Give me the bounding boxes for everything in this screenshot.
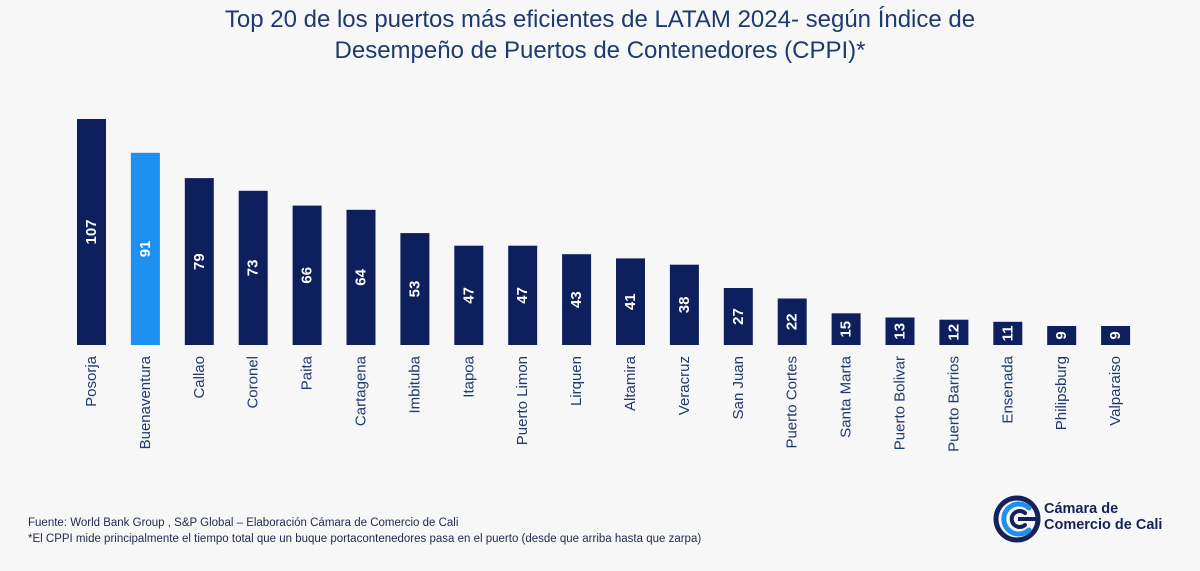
- chart-title: Top 20 de los puertos más eficientes de …: [0, 4, 1200, 66]
- value-label: 13: [892, 323, 909, 340]
- category-label: Callao: [191, 356, 208, 399]
- bar-santa-marta: [831, 313, 861, 345]
- value-label: 64: [353, 268, 370, 285]
- bar-callao: [184, 178, 214, 345]
- chart-title-line-2: Desempeño de Puertos de Contenedores (CP…: [334, 37, 866, 64]
- value-label: 66: [299, 267, 316, 284]
- chamber-logo: Cámara de Comercio de Cali: [990, 490, 1190, 550]
- value-label: 38: [676, 297, 693, 314]
- category-label: Paita: [299, 355, 316, 390]
- category-label: Philipsburg: [1053, 356, 1070, 430]
- category-label: Coronel: [245, 356, 262, 409]
- category-label: Valparaiso: [1107, 356, 1124, 426]
- bar-imbituba: [400, 233, 430, 345]
- value-label: 15: [838, 321, 855, 338]
- category-label: Altamira: [622, 355, 639, 411]
- category-label: San Juan: [730, 356, 747, 419]
- category-label: Santa Marta: [838, 355, 855, 437]
- chart-title-line-1: Top 20 de los puertos más eficientes de …: [224, 6, 976, 33]
- bar-veracruz: [669, 264, 699, 345]
- value-label: 9: [1107, 331, 1124, 339]
- footer: Fuente: World Bank Group , S&P Global – …: [28, 515, 701, 547]
- bar-buenaventura: [130, 152, 160, 345]
- category-label: Puerto Limon: [514, 356, 531, 445]
- value-label: 12: [945, 324, 962, 341]
- value-label: 41: [622, 293, 639, 310]
- category-label: Imbituba: [406, 355, 423, 413]
- bar-cartagena: [346, 209, 376, 345]
- bar-san-juan: [723, 288, 753, 345]
- bar-chart: 107 Posorja 91 Buenaventura 79 Callao 73 Corone…: [77, 119, 1131, 452]
- value-label: 11: [999, 325, 1016, 341]
- value-label: 73: [245, 260, 262, 277]
- bar-puerto-cortes: [777, 298, 807, 345]
- source-note: Fuente: World Bank Group , S&P Global – …: [28, 517, 459, 529]
- category-label: Buenaventura: [137, 355, 154, 449]
- value-label: 43: [568, 291, 585, 308]
- bar-valparaiso: [1101, 326, 1131, 345]
- value-label: 9: [1053, 331, 1070, 339]
- category-label: Itapoa: [460, 355, 477, 397]
- value-label: 22: [784, 313, 801, 330]
- bar-ensenada: [993, 321, 1023, 345]
- bar-lirquen: [562, 254, 592, 345]
- category-label: Puerto Bolivar: [892, 356, 909, 450]
- value-label: 79: [191, 253, 208, 270]
- cppi-footnote: *El CPPI mide principalmente el tiempo t…: [28, 533, 702, 545]
- value-label: 27: [730, 308, 747, 325]
- bar-puerto-limon: [508, 245, 538, 345]
- category-label: Lirquen: [568, 356, 585, 406]
- bar-puerto-bolivar: [885, 317, 915, 345]
- bar-coronel: [238, 190, 268, 345]
- bar-itapoa: [454, 245, 484, 345]
- bar-philipsburg: [1047, 326, 1077, 345]
- category-label: Veracruz: [676, 356, 693, 415]
- logo-text-line-2: Comercio de Cali: [1044, 517, 1163, 533]
- value-label: 107: [83, 219, 100, 244]
- category-label: Puerto Barrios: [945, 356, 962, 452]
- value-label: 47: [460, 287, 477, 304]
- category-label: Cartagena: [353, 355, 370, 426]
- logo-text-line-1: Cámara de: [1044, 501, 1119, 517]
- chamber-logo-icon: [993, 495, 1041, 543]
- bar-altamira: [616, 258, 645, 345]
- bar-paita: [292, 205, 322, 345]
- value-label: 47: [514, 287, 531, 304]
- category-label: Puerto Cortes: [784, 356, 801, 449]
- category-label: Posorja: [83, 355, 100, 407]
- value-label: 53: [406, 281, 423, 298]
- value-label: 91: [137, 241, 154, 258]
- bar-posorja: [77, 119, 106, 345]
- bar-puerto-barrios: [939, 319, 969, 345]
- category-label: Ensenada: [999, 355, 1016, 423]
